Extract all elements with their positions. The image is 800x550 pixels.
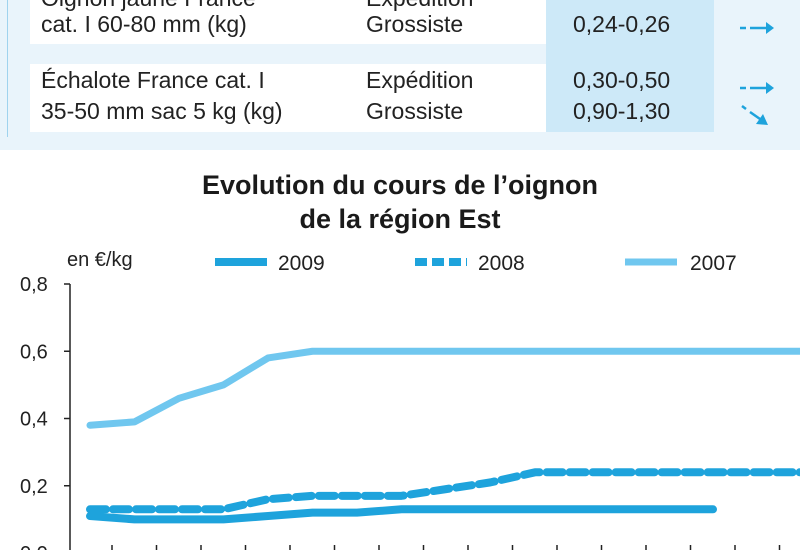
chart-legend: 2009 2008 2007: [215, 252, 737, 275]
legend-label-2007: 2007: [690, 252, 737, 275]
table-row-background: [30, 0, 550, 44]
series-line-2008: [86, 468, 800, 514]
price-value: 0,30-0,50: [573, 67, 671, 93]
product-name: Échalote France cat. I: [41, 67, 265, 93]
stage-label: Grossiste: [366, 11, 464, 37]
y-tick-label: 0,0: [20, 543, 48, 550]
trend-down-arrow-icon: [741, 105, 768, 125]
price-value: 0,24-0,26: [573, 11, 671, 37]
price-table: Oignon jaune France cat. I 60-80 mm (kg)…: [0, 0, 800, 138]
table-left-rule: [7, 0, 8, 137]
trend-stable-arrow-icon: [740, 22, 774, 34]
trend-stable-arrow-icon: [740, 82, 774, 94]
stage-label: Expédition: [366, 67, 474, 93]
product-spec: cat. I 60-80 mm (kg): [41, 11, 247, 37]
chart-title-line2: de la région Est: [299, 204, 501, 234]
product-spec: 35-50 mm sac 5 kg (kg): [41, 98, 283, 124]
value-column: [546, 0, 714, 132]
chart-axes: 0,0 0,2 0,4 0,6 0,8: [20, 274, 781, 550]
y-tick-label: 0,6: [20, 341, 48, 363]
legend-label-2008: 2008: [478, 252, 525, 275]
stage-label: Grossiste: [366, 98, 464, 124]
chart-title-line1: Evolution du cours de l’oignon: [202, 170, 598, 200]
product-name: Oignon jaune France: [41, 0, 256, 14]
series-line-2007: [86, 347, 800, 429]
legend-label-2009: 2009: [278, 252, 325, 275]
stage-label: Expédition: [366, 0, 473, 14]
y-tick-label: 0,8: [20, 274, 48, 296]
table-row-background: [30, 64, 550, 132]
price-value: 0,90-1,30: [573, 98, 671, 124]
y-axis-unit-label: en €/kg: [67, 249, 133, 271]
y-tick-label: 0,2: [20, 476, 48, 498]
series-line-2009: [86, 505, 717, 524]
chart-series: [86, 347, 800, 524]
chart-title: Evolution du cours de l’oignon de la rég…: [0, 168, 800, 236]
y-tick-label: 0,4: [20, 409, 48, 431]
